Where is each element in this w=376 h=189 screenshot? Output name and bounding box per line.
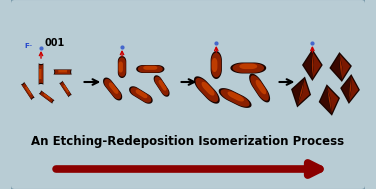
Polygon shape bbox=[329, 52, 352, 82]
Polygon shape bbox=[349, 76, 358, 102]
Polygon shape bbox=[349, 79, 351, 99]
Polygon shape bbox=[39, 63, 43, 85]
Polygon shape bbox=[320, 87, 332, 113]
Polygon shape bbox=[22, 83, 34, 99]
Polygon shape bbox=[21, 82, 35, 100]
Polygon shape bbox=[39, 64, 43, 84]
Polygon shape bbox=[291, 77, 311, 108]
Polygon shape bbox=[331, 54, 342, 80]
FancyBboxPatch shape bbox=[10, 0, 366, 189]
Polygon shape bbox=[194, 76, 220, 104]
Polygon shape bbox=[230, 63, 266, 74]
Polygon shape bbox=[119, 61, 123, 73]
Polygon shape bbox=[118, 57, 126, 77]
Polygon shape bbox=[129, 86, 153, 104]
Polygon shape bbox=[60, 81, 71, 97]
Polygon shape bbox=[58, 70, 67, 73]
Polygon shape bbox=[219, 88, 252, 108]
Polygon shape bbox=[202, 82, 214, 96]
Polygon shape bbox=[212, 58, 217, 72]
Polygon shape bbox=[340, 54, 350, 80]
Polygon shape bbox=[136, 65, 164, 73]
Polygon shape bbox=[138, 65, 163, 73]
Polygon shape bbox=[340, 74, 360, 104]
Polygon shape bbox=[43, 93, 51, 100]
Polygon shape bbox=[227, 91, 244, 101]
Polygon shape bbox=[130, 87, 151, 103]
Polygon shape bbox=[39, 90, 55, 104]
Polygon shape bbox=[211, 53, 221, 77]
Polygon shape bbox=[327, 89, 331, 111]
Polygon shape bbox=[154, 75, 170, 97]
Polygon shape bbox=[103, 77, 122, 100]
Polygon shape bbox=[155, 77, 168, 95]
Polygon shape bbox=[342, 76, 351, 102]
Text: An Etching-Redeposition Isomerization Process: An Etching-Redeposition Isomerization Pr… bbox=[32, 136, 344, 149]
Text: 001: 001 bbox=[45, 38, 65, 48]
Polygon shape bbox=[211, 51, 222, 79]
Polygon shape bbox=[143, 66, 158, 70]
Polygon shape bbox=[240, 64, 257, 69]
Polygon shape bbox=[340, 57, 342, 77]
Polygon shape bbox=[250, 75, 269, 101]
Polygon shape bbox=[312, 54, 314, 76]
Polygon shape bbox=[196, 78, 218, 102]
Polygon shape bbox=[136, 89, 147, 98]
Polygon shape bbox=[55, 70, 71, 74]
Polygon shape bbox=[53, 70, 72, 74]
Polygon shape bbox=[312, 51, 321, 79]
Polygon shape bbox=[39, 68, 41, 80]
Polygon shape bbox=[63, 84, 69, 93]
Polygon shape bbox=[256, 80, 266, 94]
Polygon shape bbox=[59, 81, 72, 98]
Polygon shape bbox=[232, 63, 264, 73]
Polygon shape bbox=[221, 89, 250, 107]
Polygon shape bbox=[109, 82, 118, 94]
Polygon shape bbox=[303, 51, 312, 79]
Polygon shape bbox=[293, 79, 305, 105]
Polygon shape bbox=[327, 87, 338, 113]
Polygon shape bbox=[298, 81, 304, 103]
Polygon shape bbox=[159, 80, 167, 91]
Polygon shape bbox=[302, 49, 323, 81]
Polygon shape bbox=[39, 91, 54, 103]
Text: F: F bbox=[24, 43, 29, 49]
Polygon shape bbox=[104, 79, 121, 99]
Polygon shape bbox=[319, 84, 340, 116]
Polygon shape bbox=[249, 74, 270, 102]
Polygon shape bbox=[25, 86, 32, 95]
Polygon shape bbox=[298, 79, 309, 105]
Polygon shape bbox=[118, 56, 126, 78]
Text: $^-$: $^-$ bbox=[28, 44, 33, 49]
